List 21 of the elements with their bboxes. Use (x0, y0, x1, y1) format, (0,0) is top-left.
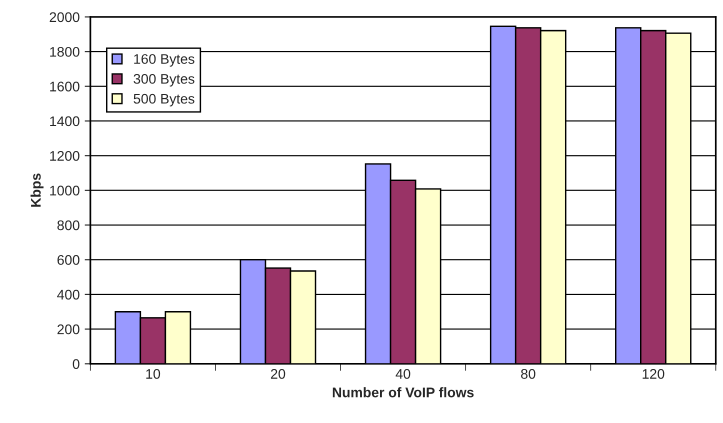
x-tick-label: 80 (521, 369, 536, 379)
y-tick-label: 2000 (50, 12, 80, 22)
y-tick-label: 200 (57, 324, 80, 334)
legend-label: 500 Bytes (134, 94, 194, 106)
x-tick-label: 20 (270, 369, 286, 379)
legend-label: 160 Bytes (134, 54, 194, 67)
y-axis-title: Kbps (30, 174, 44, 207)
y-tick-label: 1400 (50, 116, 80, 126)
x-tick-label: 120 (642, 369, 664, 379)
y-tick-label: 0 (72, 359, 80, 369)
y-tick-label: 1800 (50, 46, 80, 57)
x-tick-label: 40 (396, 369, 410, 379)
legend-label: 300 Bytes (134, 74, 194, 87)
y-tick-label: 800 (57, 220, 80, 230)
y-tick-label: 1600 (50, 82, 80, 92)
y-tick-label: 1200 (50, 151, 80, 161)
y-tick-label: 600 (57, 255, 80, 265)
y-tick-label: 400 (57, 290, 80, 300)
y-tick-label: 1000 (50, 186, 80, 196)
x-axis-title: Number of VoIP flows (332, 387, 474, 398)
x-tick-label: 10 (146, 369, 160, 379)
